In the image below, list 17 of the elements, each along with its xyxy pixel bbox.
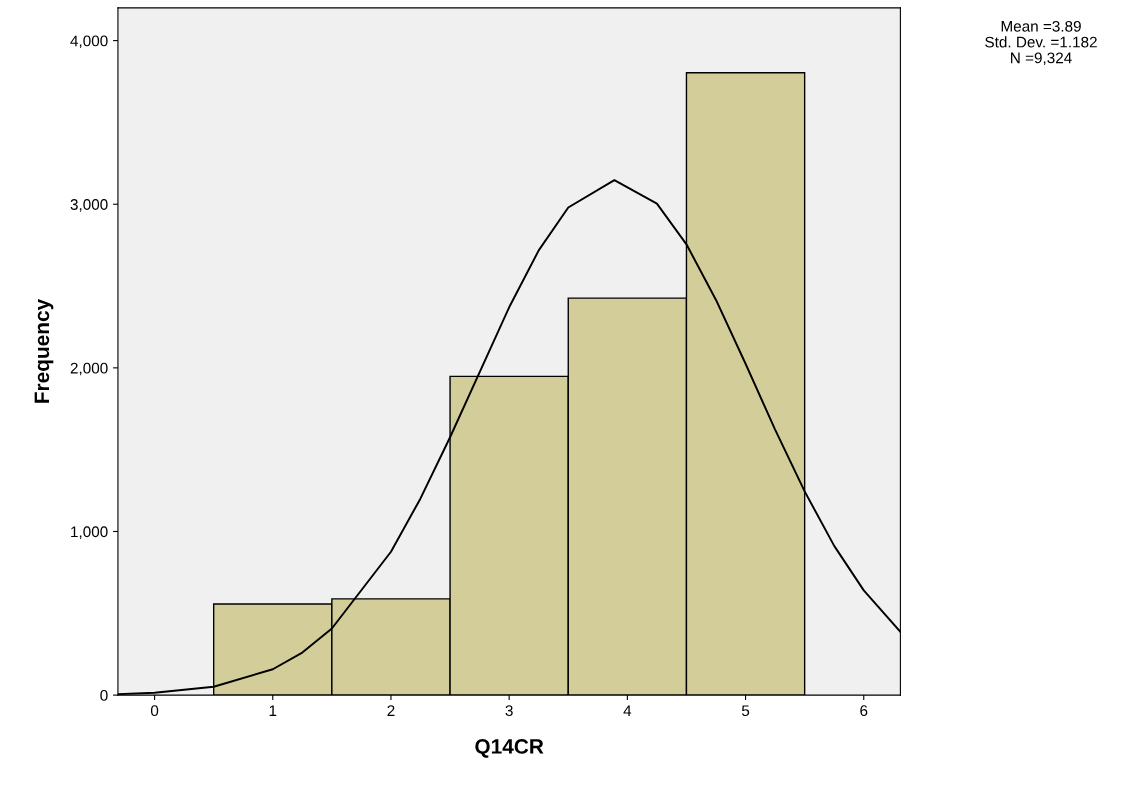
y-tick-label: 1,000 xyxy=(71,526,108,539)
y-axis-title: Frequency xyxy=(34,298,54,403)
x-tick-label: 6 xyxy=(860,705,868,717)
x-tick-label: 3 xyxy=(505,705,513,717)
x-axis-title: Q14CR xyxy=(475,739,544,758)
text: Mean =3.89 xyxy=(1001,20,1081,32)
x-tick-label: 5 xyxy=(741,705,750,717)
y-tick-label: 3,000 xyxy=(70,199,108,212)
x-tick-label: 1 xyxy=(269,705,277,716)
x-tick-label: 0 xyxy=(150,705,159,717)
y-tick-label: 0 xyxy=(100,689,108,701)
text: N =9,324 xyxy=(1011,52,1072,66)
text: Std. Dev. =1.182 xyxy=(985,36,1097,48)
y-tick-label: 4,000 xyxy=(70,35,108,49)
x-tick-label: 2 xyxy=(387,705,395,716)
x-tick-label: 4 xyxy=(623,705,632,716)
y-tick-label: 2,000 xyxy=(70,362,108,376)
